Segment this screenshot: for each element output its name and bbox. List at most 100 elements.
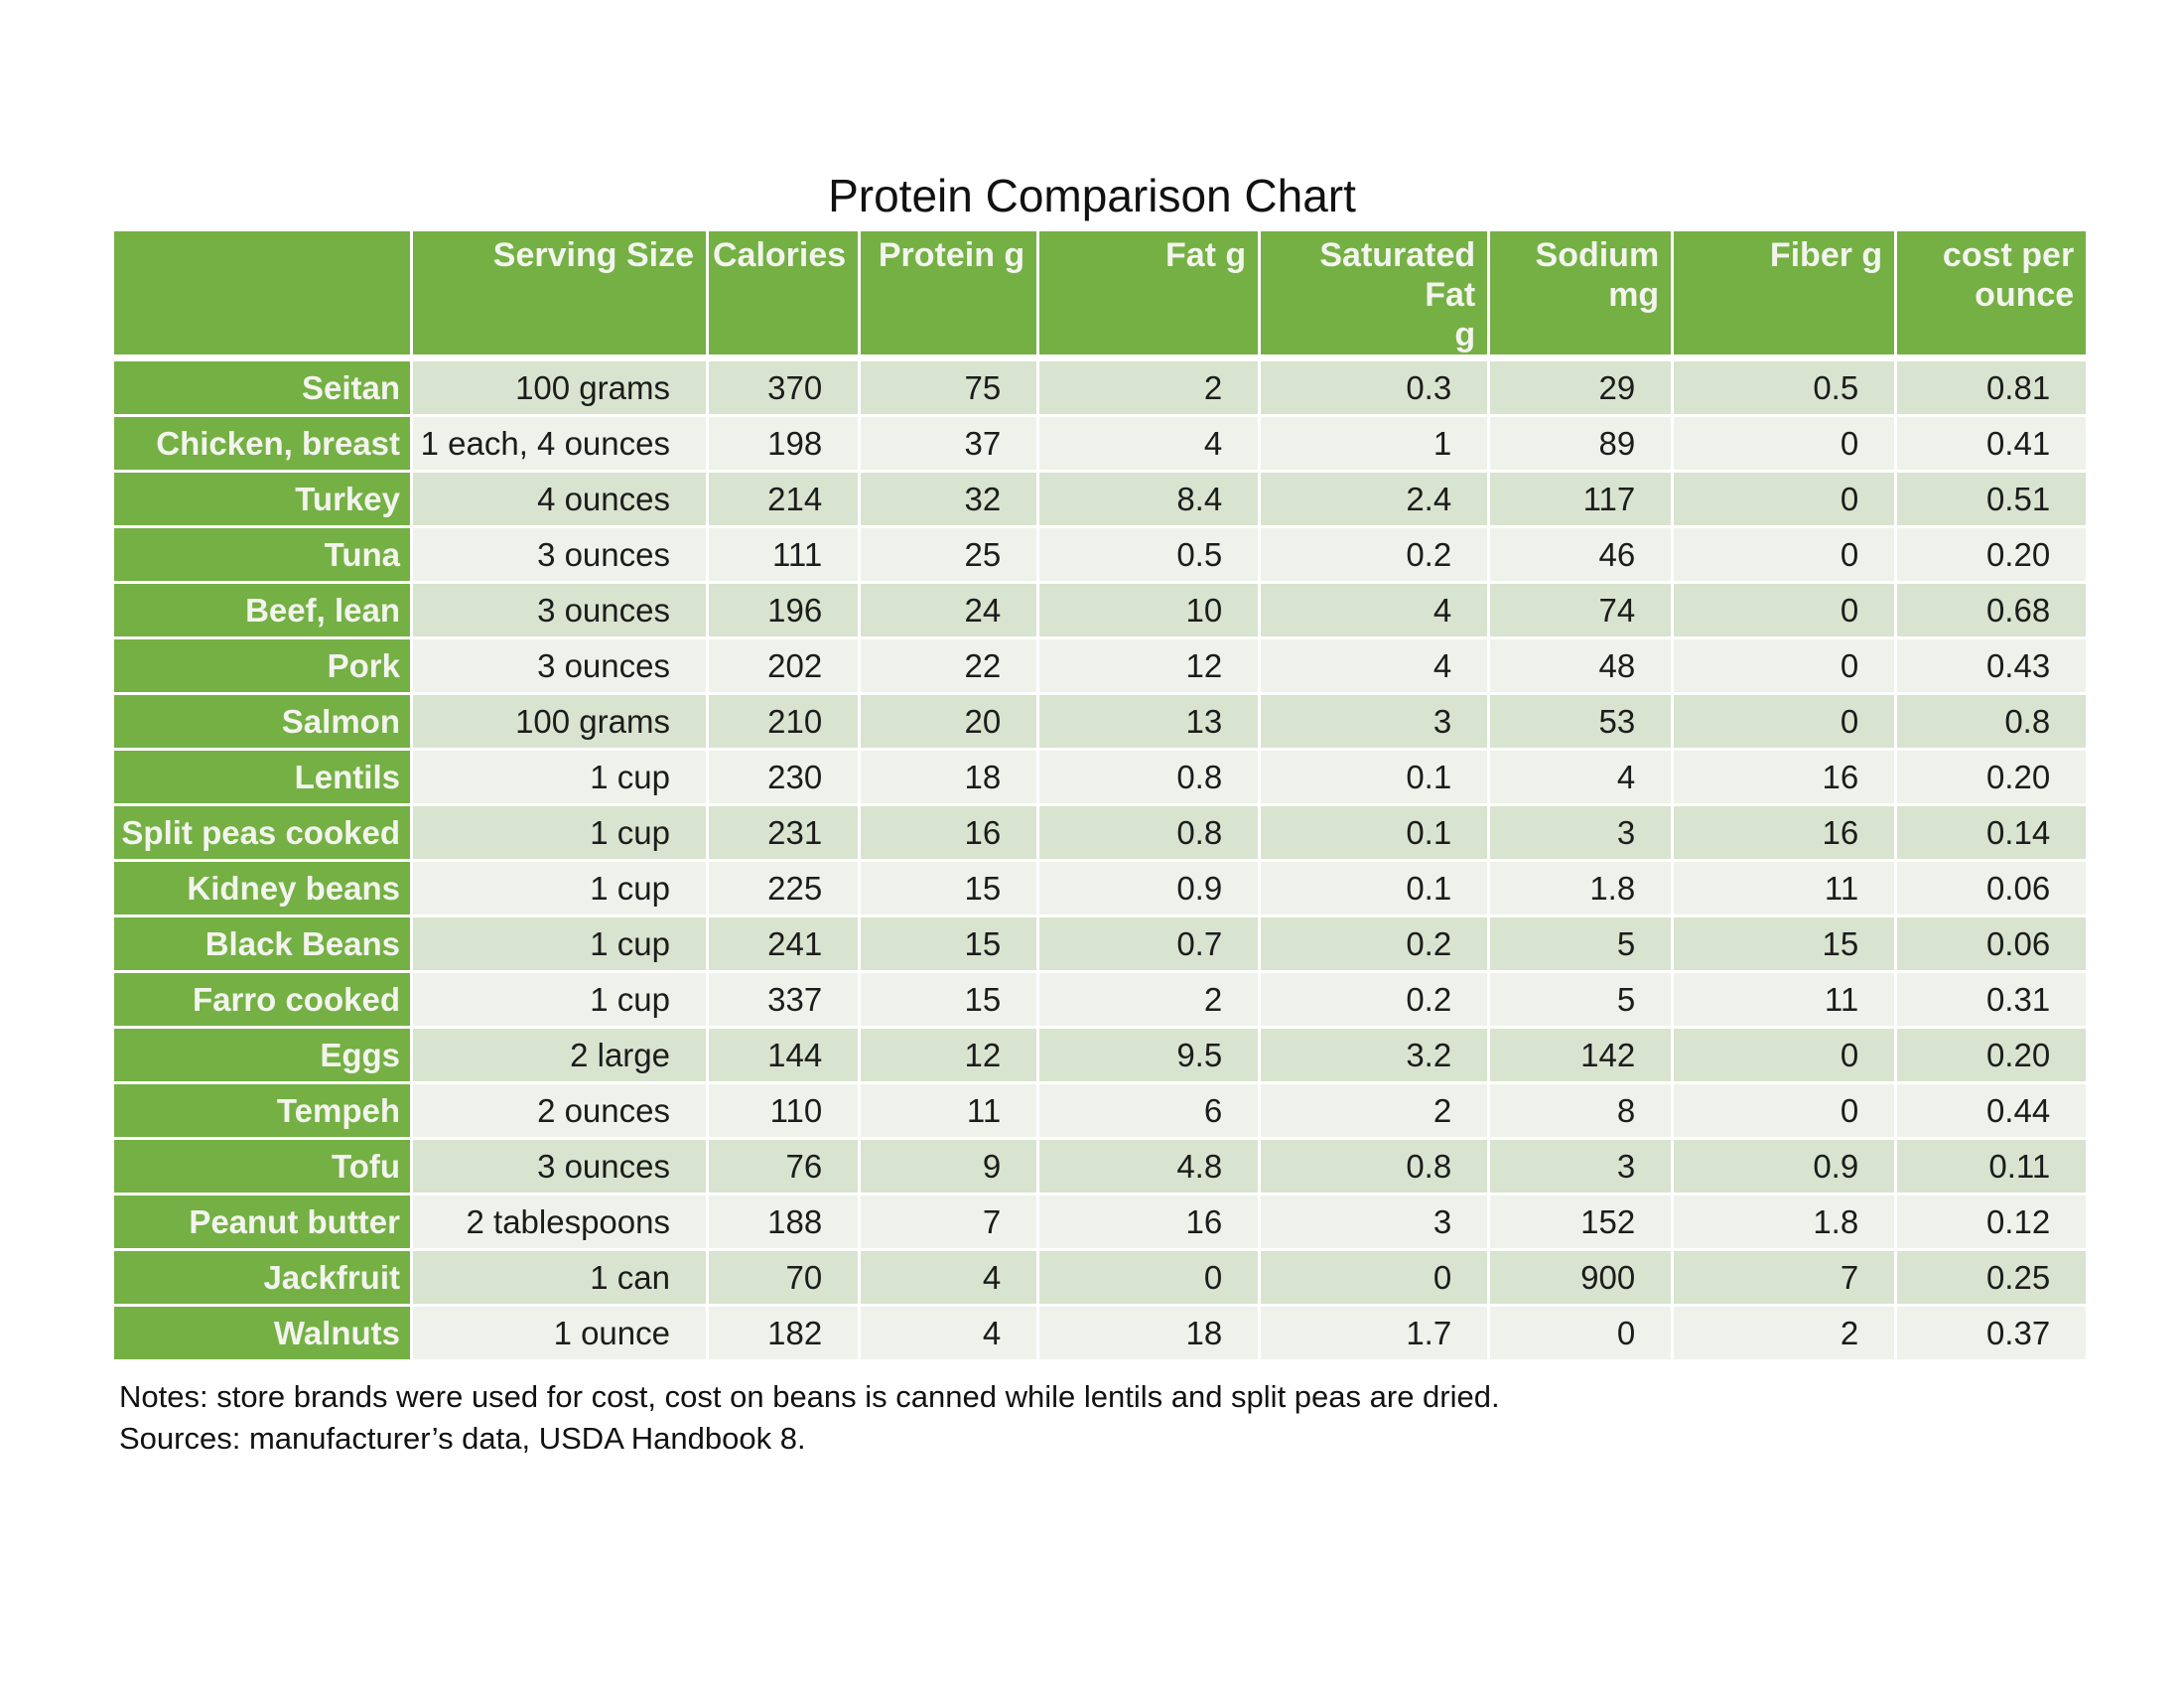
header-sodium: Sodium mg bbox=[1490, 231, 1672, 358]
cell-protein: 18 bbox=[861, 751, 1037, 803]
cell-saturated-fat: 0.1 bbox=[1261, 751, 1488, 803]
row-label: Farro cooked bbox=[114, 973, 410, 1026]
cell-fiber: 0 bbox=[1674, 528, 1895, 581]
cell-saturated-fat: 0.8 bbox=[1261, 1140, 1488, 1193]
cell-calories: 230 bbox=[709, 751, 859, 803]
table-row: Eggs 2 large 144 12 9.5 3.2 142 0 0.20 bbox=[114, 1029, 2087, 1081]
cell-fiber: 11 bbox=[1674, 862, 1895, 914]
row-label: Eggs bbox=[114, 1029, 410, 1081]
cell-serving-size: 3 ounces bbox=[413, 528, 706, 581]
cell-fiber: 16 bbox=[1674, 751, 1895, 803]
cell-serving-size: 1 each, 4 ounces bbox=[413, 417, 706, 470]
cell-saturated-fat: 0 bbox=[1261, 1251, 1488, 1304]
cell-calories: 70 bbox=[709, 1251, 859, 1304]
cell-cost-per-ounce: 0.06 bbox=[1897, 917, 2087, 970]
sources-line: Sources: manufacturer’s data, USDA Handb… bbox=[119, 1421, 806, 1456]
cell-saturated-fat: 4 bbox=[1261, 584, 1488, 636]
notes-line: Notes: store brands were used for cost, … bbox=[119, 1379, 1500, 1414]
cell-saturated-fat: 2.4 bbox=[1261, 473, 1488, 525]
cell-protein: 15 bbox=[861, 917, 1037, 970]
cell-cost-per-ounce: 0.44 bbox=[1897, 1084, 2087, 1137]
cell-protein: 37 bbox=[861, 417, 1037, 470]
table-row: Lentils 1 cup 230 18 0.8 0.1 4 16 0.20 bbox=[114, 751, 2087, 803]
cell-protein: 75 bbox=[861, 361, 1037, 414]
cell-serving-size: 1 can bbox=[413, 1251, 706, 1304]
cell-sodium: 5 bbox=[1490, 917, 1672, 970]
cell-cost-per-ounce: 0.31 bbox=[1897, 973, 2087, 1026]
cell-fat: 0.9 bbox=[1039, 862, 1259, 914]
cell-cost-per-ounce: 0.20 bbox=[1897, 528, 2087, 581]
notes-block: Notes: store brands were used for cost, … bbox=[119, 1376, 1500, 1460]
cell-saturated-fat: 3.2 bbox=[1261, 1029, 1488, 1081]
cell-calories: 214 bbox=[709, 473, 859, 525]
cell-serving-size: 1 ounce bbox=[413, 1307, 706, 1359]
table-row: Tofu 3 ounces 76 9 4.8 0.8 3 0.9 0.11 bbox=[114, 1140, 2087, 1193]
cell-sodium: 3 bbox=[1490, 806, 1672, 859]
cell-serving-size: 3 ounces bbox=[413, 584, 706, 636]
row-label: Turkey bbox=[114, 473, 410, 525]
cell-cost-per-ounce: 0.68 bbox=[1897, 584, 2087, 636]
cell-fiber: 1.8 bbox=[1674, 1196, 1895, 1248]
cell-protein: 15 bbox=[861, 862, 1037, 914]
cell-calories: 231 bbox=[709, 806, 859, 859]
cell-calories: 188 bbox=[709, 1196, 859, 1248]
cell-protein: 4 bbox=[861, 1307, 1037, 1359]
cell-sodium: 0 bbox=[1490, 1307, 1672, 1359]
row-label: Seitan bbox=[114, 361, 410, 414]
cell-serving-size: 4 ounces bbox=[413, 473, 706, 525]
cell-fiber: 0 bbox=[1674, 1084, 1895, 1137]
table-row: Tempeh 2 ounces 110 11 6 2 8 0 0.44 bbox=[114, 1084, 2087, 1137]
cell-serving-size: 3 ounces bbox=[413, 639, 706, 692]
header-item bbox=[114, 231, 410, 358]
cell-calories: 370 bbox=[709, 361, 859, 414]
cell-protein: 24 bbox=[861, 584, 1037, 636]
table-header-row: Serving Size Calories Protein g Fat g Sa… bbox=[114, 231, 2087, 358]
cell-fat: 0.8 bbox=[1039, 806, 1259, 859]
cell-sodium: 3 bbox=[1490, 1140, 1672, 1193]
cell-calories: 337 bbox=[709, 973, 859, 1026]
row-label: Split peas cooked bbox=[114, 806, 410, 859]
cell-fat: 12 bbox=[1039, 639, 1259, 692]
cell-fat: 0.8 bbox=[1039, 751, 1259, 803]
row-label: Salmon bbox=[114, 695, 410, 748]
cell-sodium: 46 bbox=[1490, 528, 1672, 581]
cell-cost-per-ounce: 0.20 bbox=[1897, 1029, 2087, 1081]
cell-fiber: 0.9 bbox=[1674, 1140, 1895, 1193]
cell-sodium: 89 bbox=[1490, 417, 1672, 470]
table-row: Peanut butter 2 tablespoons 188 7 16 3 152 1.8 0… bbox=[114, 1196, 2087, 1248]
cell-fat: 2 bbox=[1039, 973, 1259, 1026]
row-label: Kidney beans bbox=[114, 862, 410, 914]
cell-calories: 196 bbox=[709, 584, 859, 636]
cell-calories: 76 bbox=[709, 1140, 859, 1193]
cell-serving-size: 2 tablespoons bbox=[413, 1196, 706, 1248]
cell-calories: 198 bbox=[709, 417, 859, 470]
cell-serving-size: 3 ounces bbox=[413, 1140, 706, 1193]
cell-fiber: 16 bbox=[1674, 806, 1895, 859]
cell-sodium: 29 bbox=[1490, 361, 1672, 414]
cell-protein: 25 bbox=[861, 528, 1037, 581]
cell-serving-size: 100 grams bbox=[413, 361, 706, 414]
cell-cost-per-ounce: 0.11 bbox=[1897, 1140, 2087, 1193]
cell-calories: 241 bbox=[709, 917, 859, 970]
cell-cost-per-ounce: 0.12 bbox=[1897, 1196, 2087, 1248]
row-label: Pork bbox=[114, 639, 410, 692]
cell-saturated-fat: 0.2 bbox=[1261, 917, 1488, 970]
cell-fiber: 15 bbox=[1674, 917, 1895, 970]
cell-fiber: 0.5 bbox=[1674, 361, 1895, 414]
cell-protein: 12 bbox=[861, 1029, 1037, 1081]
cell-saturated-fat: 1 bbox=[1261, 417, 1488, 470]
cell-serving-size: 1 cup bbox=[413, 806, 706, 859]
cell-serving-size: 1 cup bbox=[413, 862, 706, 914]
cell-sodium: 8 bbox=[1490, 1084, 1672, 1137]
table-row: Split peas cooked 1 cup 231 16 0.8 0.1 3 16 0.14 bbox=[114, 806, 2087, 859]
cell-protein: 9 bbox=[861, 1140, 1037, 1193]
row-label: Tofu bbox=[114, 1140, 410, 1193]
row-label: Beef, lean bbox=[114, 584, 410, 636]
row-label: Black Beans bbox=[114, 917, 410, 970]
cell-serving-size: 1 cup bbox=[413, 973, 706, 1026]
cell-saturated-fat: 0.3 bbox=[1261, 361, 1488, 414]
cell-cost-per-ounce: 0.43 bbox=[1897, 639, 2087, 692]
cell-cost-per-ounce: 0.14 bbox=[1897, 806, 2087, 859]
cell-fiber: 0 bbox=[1674, 584, 1895, 636]
cell-fat: 4.8 bbox=[1039, 1140, 1259, 1193]
